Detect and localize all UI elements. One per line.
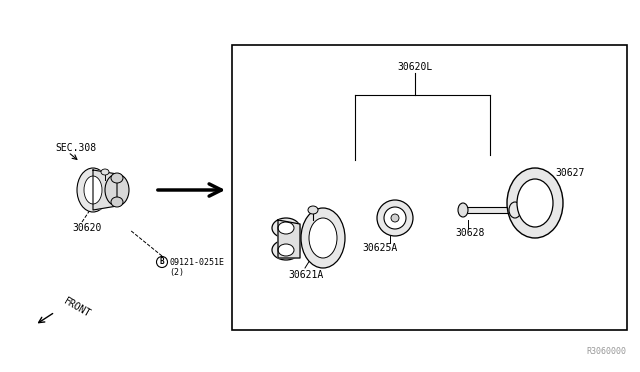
Ellipse shape — [377, 200, 413, 236]
Polygon shape — [93, 170, 117, 210]
Text: 30627: 30627 — [555, 168, 584, 178]
Ellipse shape — [111, 173, 123, 183]
Ellipse shape — [301, 208, 345, 268]
Ellipse shape — [101, 169, 109, 175]
Ellipse shape — [278, 222, 294, 234]
Text: 30620: 30620 — [72, 223, 101, 233]
Ellipse shape — [278, 244, 294, 256]
Text: 30620L: 30620L — [397, 62, 433, 72]
Ellipse shape — [111, 197, 123, 207]
Ellipse shape — [272, 240, 300, 260]
Text: 09121-0251E
(2): 09121-0251E (2) — [169, 258, 224, 278]
Ellipse shape — [391, 214, 399, 222]
Ellipse shape — [84, 176, 102, 204]
Ellipse shape — [309, 218, 337, 258]
Text: R3060000: R3060000 — [586, 347, 626, 356]
Ellipse shape — [272, 218, 300, 238]
Ellipse shape — [507, 168, 563, 238]
Text: B: B — [160, 257, 164, 266]
Ellipse shape — [308, 206, 318, 214]
Ellipse shape — [77, 168, 109, 212]
Bar — [232, 45, 627, 330]
Text: 30621A: 30621A — [288, 270, 323, 280]
Text: 30625A: 30625A — [362, 243, 397, 253]
Ellipse shape — [509, 202, 521, 218]
Bar — [463, 207, 515, 213]
Ellipse shape — [105, 174, 129, 206]
Ellipse shape — [384, 207, 406, 229]
Ellipse shape — [458, 203, 468, 217]
Text: SEC.308: SEC.308 — [55, 143, 96, 153]
Text: 30628: 30628 — [455, 228, 484, 238]
Text: FRONT: FRONT — [62, 296, 92, 320]
Ellipse shape — [517, 179, 553, 227]
Polygon shape — [278, 220, 300, 258]
